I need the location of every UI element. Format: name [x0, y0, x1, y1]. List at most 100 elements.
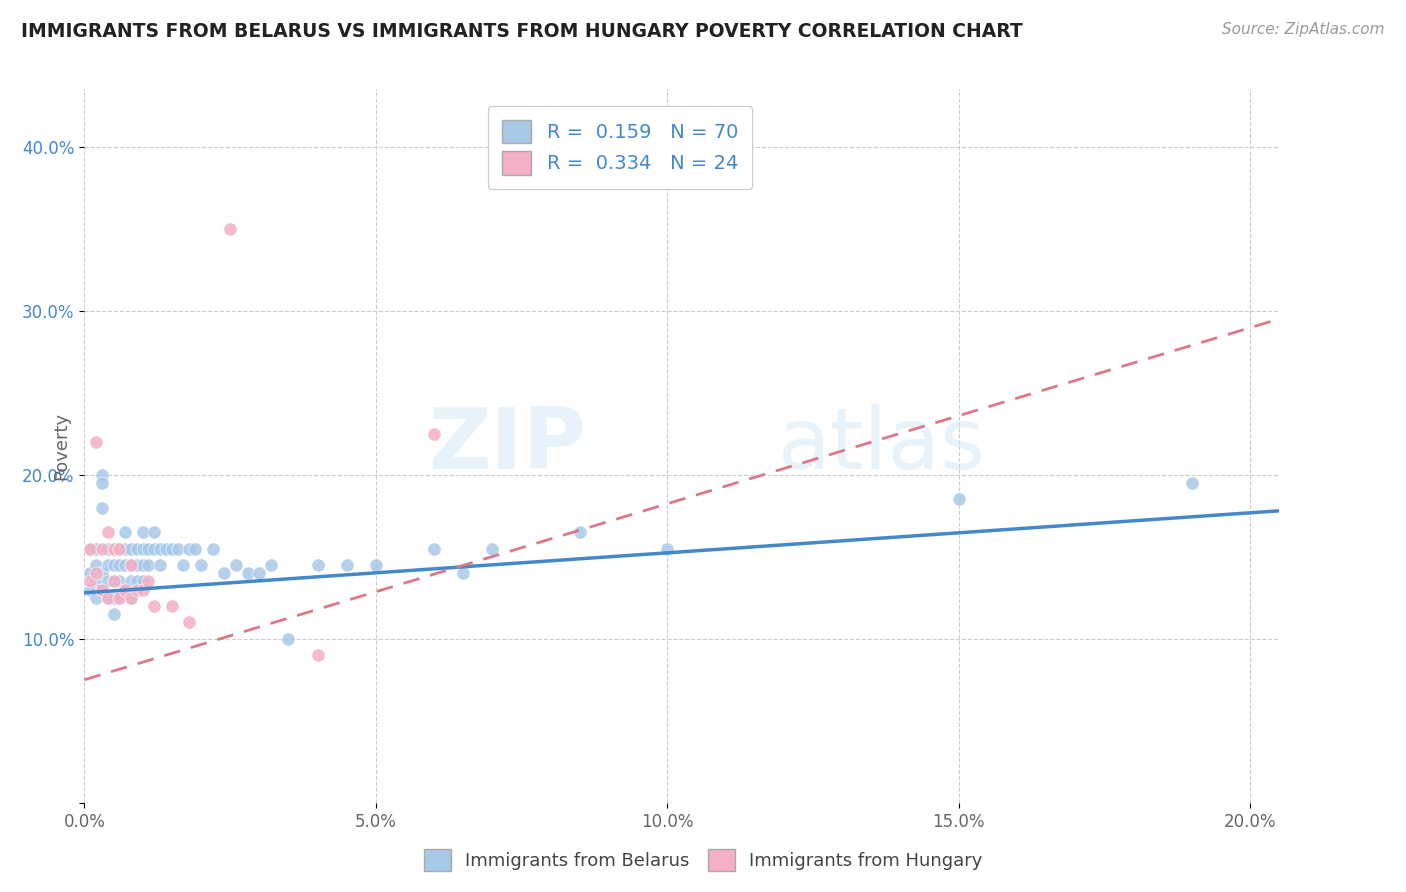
Point	[125, 541, 148, 556]
Point	[131, 558, 153, 572]
Point	[948, 492, 970, 507]
Y-axis label: Poverty: Poverty	[52, 412, 70, 480]
Point	[120, 574, 142, 589]
Point	[103, 574, 125, 589]
Point	[79, 582, 101, 597]
Point	[657, 541, 679, 556]
Point	[277, 632, 299, 646]
Point	[423, 426, 446, 441]
Point	[236, 566, 259, 581]
Point	[364, 558, 387, 572]
Point	[97, 574, 120, 589]
Point	[179, 541, 201, 556]
Point	[125, 574, 148, 589]
Text: Source: ZipAtlas.com: Source: ZipAtlas.com	[1222, 22, 1385, 37]
Point	[225, 558, 247, 572]
Point	[84, 566, 107, 581]
Point	[184, 541, 207, 556]
Point	[172, 558, 194, 572]
Point	[125, 582, 148, 597]
Point	[114, 541, 136, 556]
Point	[97, 591, 120, 605]
Point	[179, 615, 201, 630]
Point	[90, 582, 112, 597]
Point	[84, 574, 107, 589]
Point	[120, 591, 142, 605]
Point	[155, 541, 177, 556]
Point	[131, 541, 153, 556]
Point	[138, 558, 160, 572]
Point	[149, 541, 172, 556]
Point	[120, 591, 142, 605]
Point	[114, 582, 136, 597]
Point	[79, 541, 101, 556]
Point	[108, 541, 131, 556]
Point	[138, 574, 160, 589]
Legend: Immigrants from Belarus, Immigrants from Hungary: Immigrants from Belarus, Immigrants from…	[416, 842, 990, 879]
Text: ZIP: ZIP	[429, 404, 586, 488]
Point	[143, 599, 166, 613]
Point	[84, 541, 107, 556]
Point	[131, 525, 153, 540]
Point	[108, 558, 131, 572]
Point	[138, 541, 160, 556]
Point	[125, 558, 148, 572]
Point	[90, 582, 112, 597]
Point	[90, 566, 112, 581]
Point	[79, 566, 101, 581]
Legend: R =  0.159   N = 70, R =  0.334   N = 24: R = 0.159 N = 70, R = 0.334 N = 24	[488, 106, 752, 188]
Point	[149, 558, 172, 572]
Point	[79, 574, 101, 589]
Point	[90, 541, 112, 556]
Point	[103, 541, 125, 556]
Point	[84, 591, 107, 605]
Text: IMMIGRANTS FROM BELARUS VS IMMIGRANTS FROM HUNGARY POVERTY CORRELATION CHART: IMMIGRANTS FROM BELARUS VS IMMIGRANTS FR…	[21, 22, 1022, 41]
Point	[336, 558, 359, 572]
Point	[114, 558, 136, 572]
Point	[260, 558, 283, 572]
Point	[453, 566, 475, 581]
Point	[90, 500, 112, 515]
Point	[120, 558, 142, 572]
Point	[201, 541, 224, 556]
Point	[190, 558, 212, 572]
Point	[108, 591, 131, 605]
Point	[108, 541, 131, 556]
Point	[90, 467, 112, 482]
Point	[131, 574, 153, 589]
Point	[423, 541, 446, 556]
Point	[568, 525, 591, 540]
Point	[160, 541, 183, 556]
Point	[103, 574, 125, 589]
Point	[131, 582, 153, 597]
Point	[120, 558, 142, 572]
Point	[214, 566, 236, 581]
Point	[97, 541, 120, 556]
Point	[97, 591, 120, 605]
Point	[79, 541, 101, 556]
Point	[143, 541, 166, 556]
Point	[166, 541, 188, 556]
Point	[120, 541, 142, 556]
Point	[108, 591, 131, 605]
Point	[97, 558, 120, 572]
Point	[247, 566, 270, 581]
Point	[103, 558, 125, 572]
Point	[160, 599, 183, 613]
Point	[481, 541, 503, 556]
Point	[97, 525, 120, 540]
Point	[103, 591, 125, 605]
Point	[1181, 475, 1204, 490]
Point	[219, 221, 242, 235]
Point	[84, 558, 107, 572]
Point	[143, 525, 166, 540]
Point	[307, 648, 329, 662]
Point	[108, 574, 131, 589]
Text: atlas: atlas	[778, 404, 986, 488]
Point	[114, 525, 136, 540]
Point	[103, 541, 125, 556]
Point	[114, 582, 136, 597]
Point	[307, 558, 329, 572]
Point	[103, 607, 125, 622]
Point	[84, 434, 107, 449]
